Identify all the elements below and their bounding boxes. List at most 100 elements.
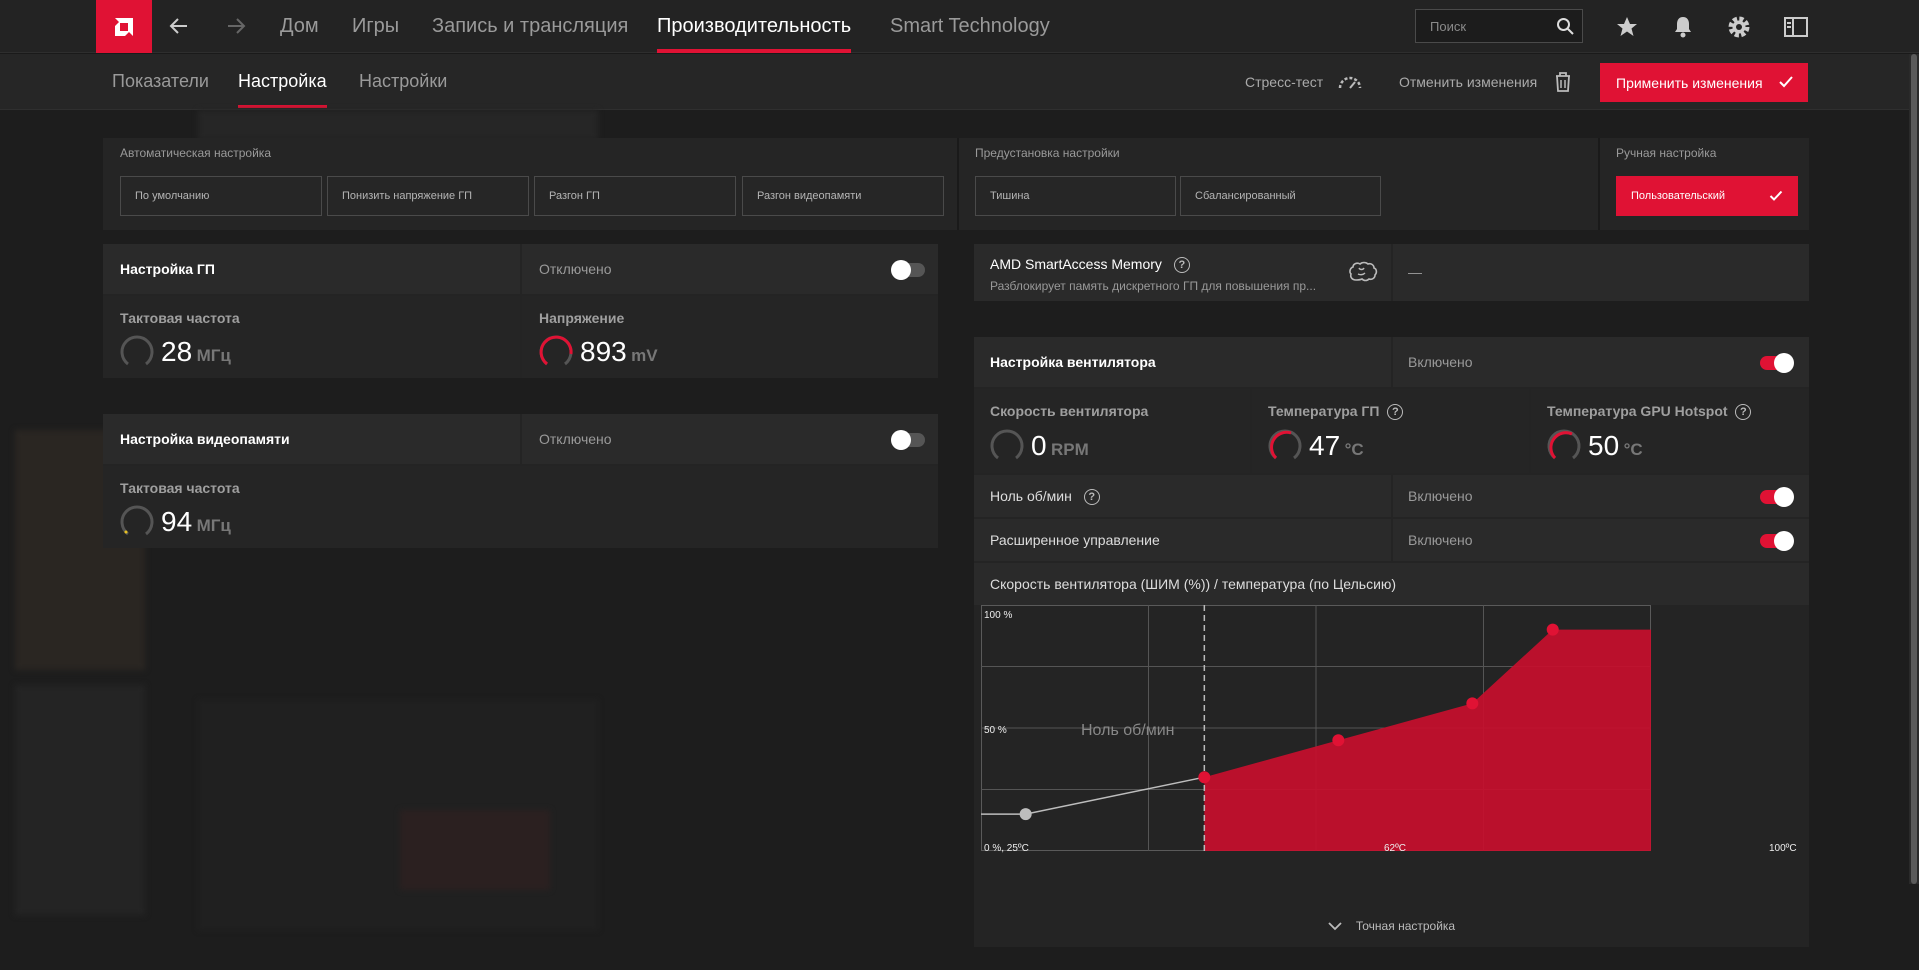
apply-changes-label: Применить изменения xyxy=(1616,74,1763,91)
sam-value: — xyxy=(1408,264,1422,280)
fan-curve-area xyxy=(1204,629,1651,851)
fan-curve-chart[interactable]: 100 % 50 % 0 %, 25ºC 62ºC 100ºC Ноль об/… xyxy=(981,605,1802,905)
zero-rpm-label-row: Ноль об/мин ? xyxy=(990,488,1100,506)
scrollbar-thumb[interactable] xyxy=(1911,54,1917,884)
preset-undervolt-button[interactable]: Понизить напряжение ГП xyxy=(327,176,529,216)
checkmark-icon xyxy=(1779,76,1793,88)
amd-logo-icon xyxy=(115,17,133,36)
gpu-voltage-label: Напряжение xyxy=(539,310,625,326)
gpu-temp-label: Температура ГП xyxy=(1268,403,1380,419)
fan-curve-point[interactable] xyxy=(1546,623,1559,636)
gpu-temp-value: 47 xyxy=(1309,430,1341,461)
stress-test-button[interactable]: Стресс-тест xyxy=(1245,74,1363,90)
zero-rpm-toggle-row: Включено xyxy=(1393,475,1809,517)
chevron-down-icon xyxy=(1328,922,1342,931)
fine-tune-row[interactable]: Точная настройка xyxy=(974,905,1809,947)
amd-logo[interactable] xyxy=(96,0,152,53)
preset-vram-overclock-button[interactable]: Разгон видеопамяти xyxy=(742,176,944,216)
notifications-bell-icon[interactable] xyxy=(1668,12,1698,42)
fan-speed-cell: Скорость вентилятора 0 RPM xyxy=(974,389,1250,473)
speedometer-icon xyxy=(1338,76,1362,89)
preset-custom-label: Пользовательский xyxy=(1631,190,1725,202)
zero-rpm-label: Ноль об/мин xyxy=(990,488,1072,504)
advanced-control-row: Расширенное управление xyxy=(974,519,1391,561)
gpu-clock-cell: Тактовая частота 28 МГц xyxy=(103,296,520,378)
y-tick-50: 50 % xyxy=(984,725,1007,736)
gpu-tuning-toggle[interactable] xyxy=(891,260,925,280)
favorites-star-icon[interactable] xyxy=(1612,12,1642,42)
zero-rpm-annotation: Ноль об/мин xyxy=(1081,722,1175,739)
gpu-voltage-gauge-icon xyxy=(539,335,573,366)
back-arrow-icon[interactable] xyxy=(165,12,193,40)
hotspot-temp-cell: Температура GPU Hotspot ? 50 °C xyxy=(1531,389,1809,473)
toggle-knob xyxy=(1774,353,1794,373)
fan-curve-line-inactive xyxy=(981,776,1205,815)
sam-description: Разблокирует память дискретного ГП для п… xyxy=(990,279,1317,293)
blurred-block xyxy=(400,810,550,890)
apply-changes-button[interactable]: Применить изменения xyxy=(1600,63,1808,102)
hotspot-temp-value: 50 xyxy=(1588,430,1620,461)
fan-curve-svg[interactable] xyxy=(981,605,1802,905)
vram-tuning-toggle[interactable] xyxy=(891,430,925,450)
y-tick-100: 100 % xyxy=(984,610,1013,621)
sam-title: AMD SmartAccess Memory xyxy=(990,256,1162,272)
zero-rpm-toggle[interactable] xyxy=(1760,487,1794,507)
nav-recording[interactable]: Запись и трансляция xyxy=(432,15,629,37)
fan-tuning-state: Включено xyxy=(1408,354,1473,370)
tab-settings[interactable]: Настройки xyxy=(359,70,448,91)
fan-curve-point[interactable] xyxy=(1198,771,1211,784)
vram-tuning-toggle-row: Отключено xyxy=(522,414,938,464)
tab-metrics[interactable]: Показатели xyxy=(112,70,209,91)
vram-clock-value: 94 xyxy=(161,506,193,537)
nav-home[interactable]: Дом xyxy=(280,15,319,37)
gpu-temp-label-row: Температура ГП ? xyxy=(1268,403,1404,421)
hotspot-temp-unit: °C xyxy=(1623,440,1643,459)
nav-games[interactable]: Игры xyxy=(352,15,400,37)
divider xyxy=(1598,138,1600,230)
forward-arrow-icon[interactable] xyxy=(222,12,250,40)
nav-performance[interactable]: Производительность xyxy=(657,0,852,53)
fan-tuning-title: Настройка вентилятора xyxy=(990,354,1156,370)
scrollbar[interactable] xyxy=(1909,54,1919,884)
chart-points[interactable] xyxy=(1019,623,1559,821)
gpu-clock-value: 28 xyxy=(161,336,193,367)
fan-curve-point[interactable] xyxy=(1019,808,1032,821)
vram-tuning-state: Отключено xyxy=(539,431,612,447)
settings-gear-icon[interactable] xyxy=(1724,12,1754,42)
search-icon xyxy=(1557,18,1574,35)
help-icon[interactable]: ? xyxy=(1083,489,1100,506)
advanced-control-label: Расширенное управление xyxy=(990,532,1160,548)
gpu-tuning-card: Настройка ГП Отключено Тактовая частота … xyxy=(103,244,938,378)
toggle-knob xyxy=(1774,487,1794,507)
tab-tuning[interactable]: Настройка xyxy=(238,54,327,108)
fan-curve-point[interactable] xyxy=(1466,697,1479,710)
preset-quiet-button[interactable]: Тишина xyxy=(975,176,1176,216)
help-icon[interactable]: ? xyxy=(1387,404,1404,421)
search-input[interactable] xyxy=(1430,18,1550,34)
preset-default-button[interactable]: По умолчанию xyxy=(120,176,322,216)
help-icon[interactable]: ? xyxy=(1173,257,1190,274)
fan-curve-title: Скорость вентилятора (ШИМ (%)) / темпера… xyxy=(990,576,1397,592)
discard-trash-icon[interactable] xyxy=(1554,71,1572,98)
cancel-changes-button[interactable]: Отменить изменения xyxy=(1399,74,1538,90)
zero-rpm-state: Включено xyxy=(1408,488,1473,504)
preset-tuning-label: Предустановка настройки xyxy=(975,146,1120,160)
fine-tune-label: Точная настройка xyxy=(1355,919,1456,933)
fan-tuning-toggle[interactable] xyxy=(1760,353,1794,373)
x-tick-62: 62ºC xyxy=(1384,843,1406,854)
toggle-knob xyxy=(891,260,911,280)
search-box[interactable] xyxy=(1415,9,1583,43)
advanced-control-toggle[interactable] xyxy=(1760,531,1794,551)
sam-card: AMD SmartAccess Memory ? Разблокирует па… xyxy=(974,244,1809,301)
preset-gpu-overclock-button[interactable]: Разгон ГП xyxy=(534,176,736,216)
preset-balanced-button[interactable]: Сбалансированный xyxy=(1180,176,1381,216)
help-icon[interactable]: ? xyxy=(1735,404,1752,421)
fan-curve-point[interactable] xyxy=(1332,734,1345,747)
sam-info-cell: AMD SmartAccess Memory ? Разблокирует па… xyxy=(974,244,1391,301)
layout-panel-icon[interactable] xyxy=(1781,12,1811,42)
nav-smart-technology[interactable]: Smart Technology xyxy=(890,15,1050,37)
preset-custom-button[interactable]: Пользовательский xyxy=(1616,176,1798,216)
blurred-block xyxy=(198,110,598,140)
zero-rpm-row: Ноль об/мин ? xyxy=(974,475,1391,517)
